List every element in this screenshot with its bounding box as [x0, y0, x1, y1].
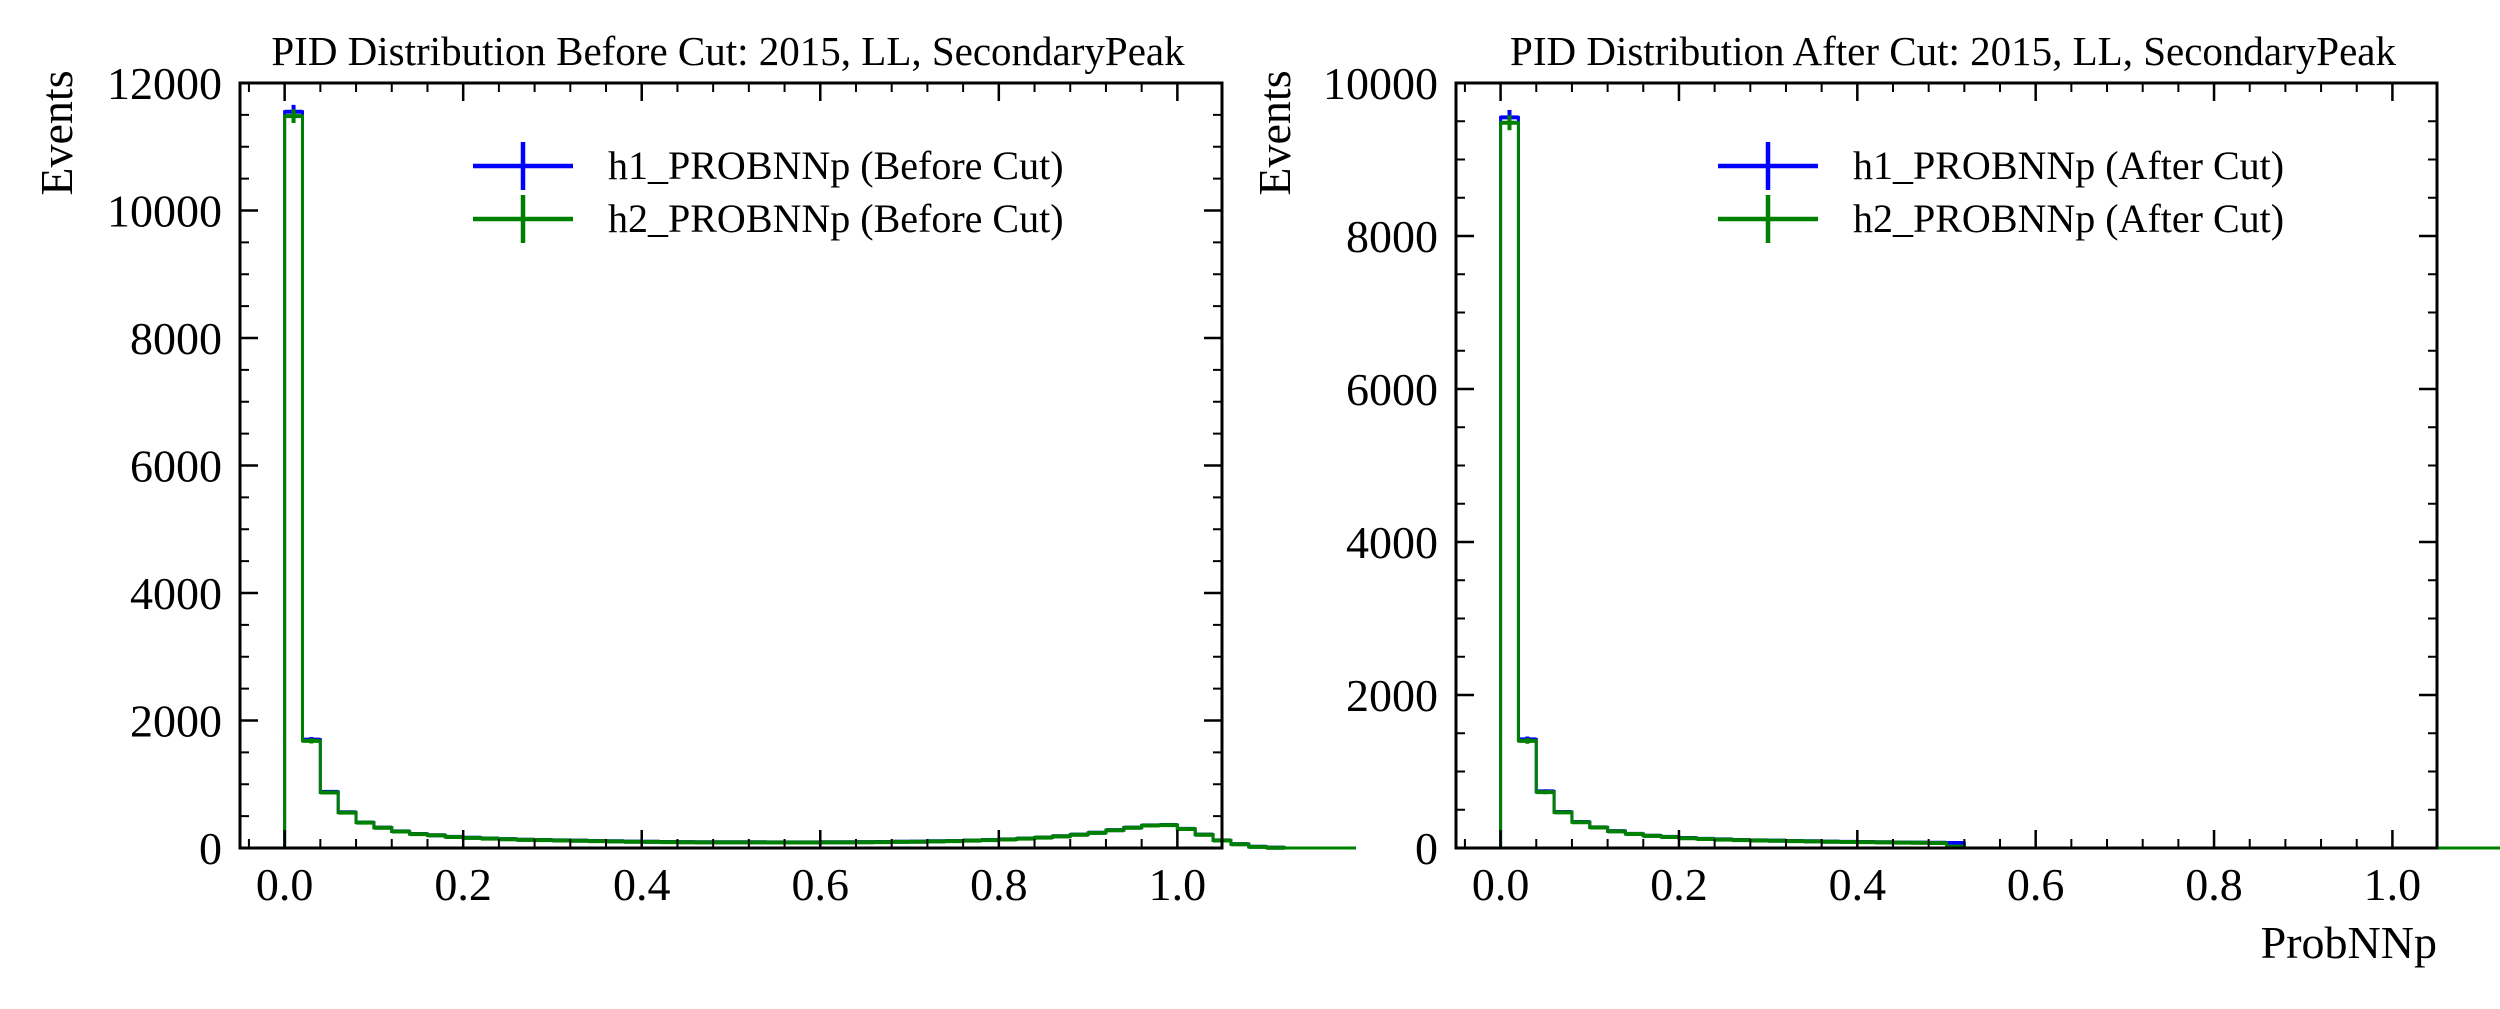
x-tick-label: 0.2 [1650, 859, 1708, 910]
plot-area: 0.0 0.2 0.4 0.6 0.8 1.0 0 2000 4000 6000 8000 10000 [1323, 58, 2500, 910]
panel-after-cut: PID Distribution After Cut: 2015, LL, Se… [1249, 28, 2500, 968]
x-tick-label: 0.2 [434, 859, 492, 910]
y-tick-label: 10000 [107, 186, 222, 237]
y-tick-label: 4000 [130, 568, 222, 619]
legend: h1_PROBNNp (After Cut) h2_PROBNNp (After … [1718, 142, 2284, 243]
legend-label-1: h1_PROBNNp (Before Cut) [608, 143, 1064, 188]
y-tick-label: 2000 [130, 696, 222, 747]
legend-label-2: h2_PROBNNp (After Cut) [1853, 196, 2284, 241]
x-tick-label: 0.8 [2185, 859, 2243, 910]
y-tick-label: 8000 [130, 313, 222, 364]
y-tick-label: 10000 [1323, 58, 1438, 109]
y-tick-label: 6000 [130, 441, 222, 492]
x-tick-label: 0.4 [613, 859, 671, 910]
y-tick-label: 8000 [1346, 211, 1438, 262]
y-tick-label: 4000 [1346, 517, 1438, 568]
legend-label-1: h1_PROBNNp (After Cut) [1853, 143, 2284, 188]
y-tick-label: 0 [199, 823, 222, 874]
y-tick-label: 0 [1415, 823, 1438, 874]
legend: h1_PROBNNp (Before Cut) h2_PROBNNp (Befor… [473, 142, 1064, 243]
x-tick-label: 1.0 [2364, 859, 2422, 910]
plot-area: 0.0 0.2 0.4 0.6 0.8 1.0 0 2000 4000 6000 8000 10000… [107, 58, 1356, 910]
chart-title: PID Distribution After Cut: 2015, LL, Se… [1510, 28, 2396, 74]
x-tick-label: 0.6 [2007, 859, 2065, 910]
panel-before-cut: PID Distribution Before Cut: 2015, LL, S… [31, 28, 1356, 910]
y-tick-label: 6000 [1346, 364, 1438, 415]
y-tick-label: 12000 [107, 58, 222, 109]
y-axis-label: Events [31, 70, 82, 195]
chart-title: PID Distribution Before Cut: 2015, LL, S… [271, 28, 1185, 74]
x-axis-label: ProbNNp [2261, 917, 2437, 968]
x-tick-label: 0.0 [256, 859, 314, 910]
y-axis-label: Events [1249, 70, 1300, 195]
x-tick-label: 1.0 [1149, 859, 1207, 910]
x-tick-label: 0.6 [792, 859, 850, 910]
legend-label-2: h2_PROBNNp (Before Cut) [608, 196, 1064, 241]
y-tick-label: 2000 [1346, 670, 1438, 721]
x-tick-label: 0.4 [1829, 859, 1887, 910]
x-tick-label: 0.0 [1472, 859, 1530, 910]
x-tick-label: 0.8 [970, 859, 1028, 910]
